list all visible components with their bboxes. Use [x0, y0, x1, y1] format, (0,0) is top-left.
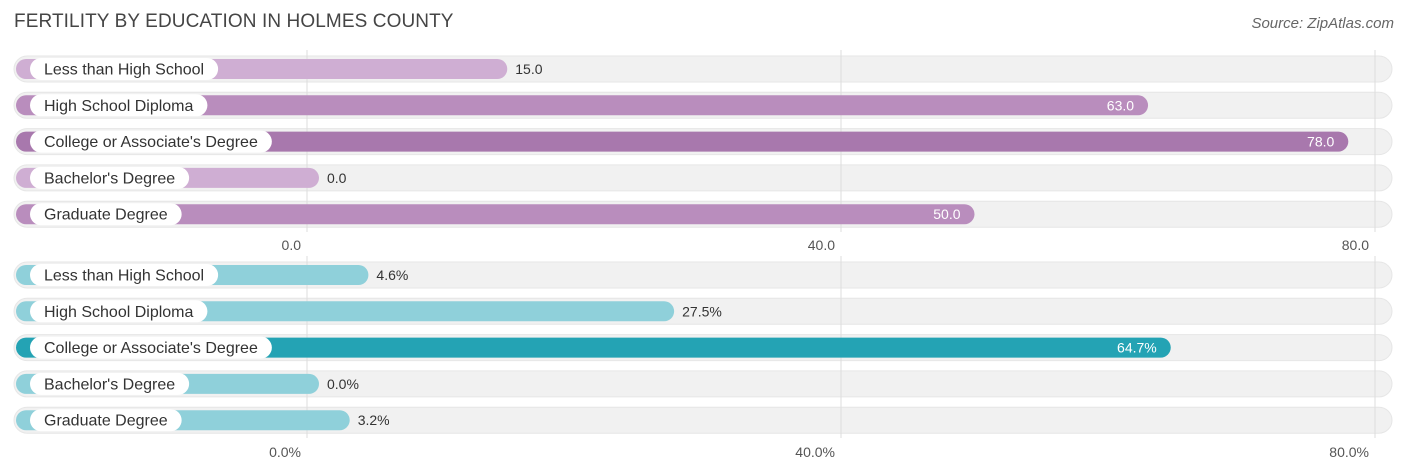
bar-college-or-associate-s-degree[interactable]	[16, 337, 1171, 358]
category-label-pill	[30, 58, 219, 80]
category-label-pill	[30, 336, 272, 359]
category-label: Less than High School	[44, 268, 204, 285]
bar-track	[13, 164, 1393, 192]
category-label: College or Associate's Degree	[44, 134, 258, 151]
axis-tick-label: 80.0%	[1329, 444, 1369, 460]
value-label: 27.5%	[682, 303, 722, 319]
category-label: Bachelor's Degree	[44, 170, 175, 187]
bar-high-school-diploma[interactable]	[16, 95, 1149, 116]
percent-panel: Less than High School 4.6% High School Dip…	[13, 256, 1393, 460]
category-label-pill	[30, 166, 190, 189]
value-label: 78.0	[1307, 134, 1334, 150]
axis-tick-label: 80.0	[1342, 237, 1369, 253]
bar-track	[13, 406, 1393, 434]
axis-tick-label: 40.0	[808, 237, 835, 253]
value-label: 15.0	[515, 61, 542, 77]
value-label: 4.6%	[376, 267, 408, 283]
category-label: Less than High School	[44, 62, 204, 79]
category-label-pill	[30, 409, 182, 432]
category-label: Graduate Degree	[44, 413, 168, 430]
category-label-pill	[30, 264, 219, 286]
category-label: High School Diploma	[44, 304, 194, 321]
value-label: 0.0%	[327, 376, 359, 392]
category-label-pill	[30, 372, 190, 395]
bar-college-or-associate-s-degree[interactable]	[16, 131, 1349, 152]
category-label-pill	[30, 130, 272, 153]
chart-title: FERTILITY BY EDUCATION IN HOLMES COUNTY	[14, 11, 454, 32]
axis-tick-label: 0.0%	[269, 444, 301, 460]
axis-tick-label: 0.0	[282, 237, 302, 253]
category-label: Graduate Degree	[44, 207, 168, 224]
category-label-pill	[30, 300, 208, 323]
category-label-pill	[30, 94, 208, 117]
value-label: 50.0	[933, 206, 960, 222]
value-label: 0.0	[327, 170, 347, 186]
bar-graduate-degree[interactable]	[16, 204, 975, 225]
count-panel: Less than High School 15.0 High School Dip…	[13, 50, 1393, 253]
category-label: High School Diploma	[44, 98, 194, 115]
source-credit: Source: ZipAtlas.com	[1251, 15, 1394, 32]
value-label: 63.0	[1107, 97, 1134, 113]
category-label: College or Associate's Degree	[44, 340, 258, 357]
axis-tick-label: 40.0%	[795, 444, 835, 460]
bar-track	[13, 370, 1393, 398]
category-label-pill	[30, 203, 182, 226]
value-label: 64.7%	[1117, 340, 1157, 356]
value-label: 3.2%	[358, 412, 390, 428]
category-label: Bachelor's Degree	[44, 376, 175, 393]
